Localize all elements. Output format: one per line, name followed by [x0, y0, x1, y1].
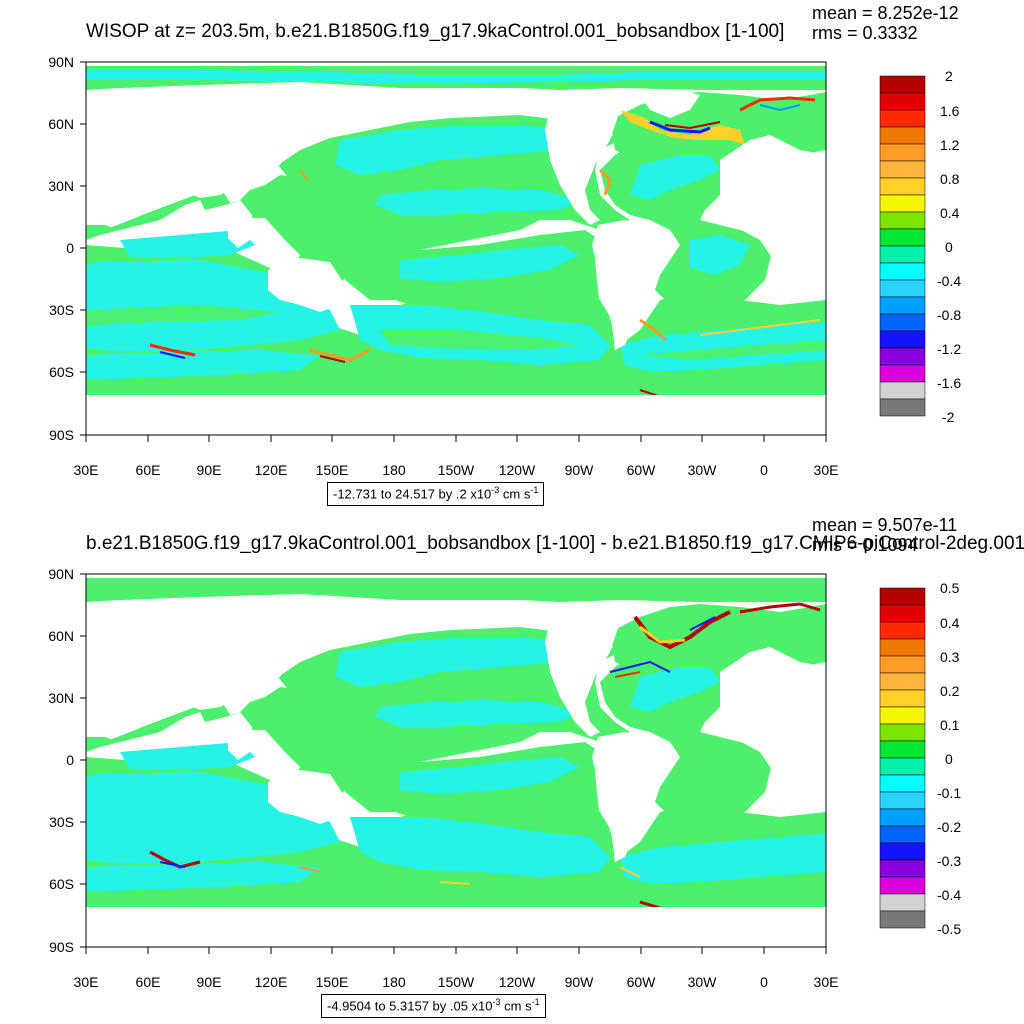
- lon-label: 30E: [813, 974, 839, 990]
- lat-label-eq: 0: [66, 752, 74, 768]
- lon-label: 150E: [315, 462, 349, 478]
- colorbar-bottom: [879, 587, 926, 929]
- lon-label: 180: [382, 974, 406, 990]
- map-plot-bottom: [80, 573, 926, 954]
- colorbar-label: -1.6: [937, 375, 962, 391]
- colorbar-label: -0.8: [937, 307, 962, 323]
- lon-label: 150E: [315, 974, 349, 990]
- colorbar-label: 0.4: [940, 205, 960, 221]
- colorbar-label: 0: [945, 239, 953, 255]
- lon-label: 120E: [254, 974, 288, 990]
- colorbar-label: -0.2: [937, 819, 962, 835]
- contour-info-box: -4.9504 to 5.3157 by .05 x10-3 cm s-1: [321, 994, 546, 1018]
- lon-label: 0: [760, 462, 768, 478]
- lat-label-60s: 60S: [49, 364, 74, 380]
- colorbar-label: -0.1: [937, 785, 962, 801]
- colorbar-label: -1.2: [937, 341, 962, 357]
- lon-label: 90W: [564, 462, 594, 478]
- colorbar-label: 1.2: [940, 137, 960, 153]
- rms-stat: rms = 0.3332: [812, 23, 918, 43]
- info-range: -12.731 to 24.517 by .2 x10: [333, 486, 492, 502]
- info-exp: -3: [491, 485, 500, 495]
- lat-label-30n: 30N: [48, 690, 74, 706]
- lon-label: 60W: [626, 462, 656, 478]
- colorbar-label: -0.4: [937, 273, 962, 289]
- mean-stat: mean = 8.252e-12: [812, 3, 959, 23]
- lat-label-90s: 90S: [49, 427, 74, 443]
- info-exp: -3: [492, 997, 501, 1007]
- map-plot-top: [80, 61, 926, 442]
- colorbar-label: -0.4: [937, 887, 962, 903]
- info-range: -4.9504 to 5.3157 by .05 x10: [327, 998, 493, 1014]
- land-masses: [86, 90, 826, 435]
- colorbar-label: 0.2: [940, 683, 960, 699]
- lon-label: 30W: [687, 974, 717, 990]
- land-masses: [86, 602, 826, 947]
- lat-label-60s: 60S: [49, 876, 74, 892]
- lon-label: 30E: [73, 462, 99, 478]
- colorbar-label: 0.8: [940, 171, 960, 187]
- lon-label: 180: [382, 462, 406, 478]
- map-panel-top: WISOP at z= 203.5m, b.e21.B1850G.f19_g17…: [48, 3, 962, 506]
- colorbar-label: 0.4: [940, 615, 960, 631]
- lon-label: 30W: [687, 462, 717, 478]
- colorbar-label: 0.3: [940, 649, 960, 665]
- lon-label: 30E: [73, 974, 99, 990]
- colorbar-label: -0.5: [937, 921, 962, 937]
- colorbar-label: 0: [945, 751, 953, 767]
- colorbar-label: 0.5: [940, 580, 960, 596]
- lon-label: 120W: [498, 462, 536, 478]
- lon-label: 90E: [196, 462, 222, 478]
- lat-label-90s: 90S: [49, 939, 74, 955]
- info-unit: cm s: [500, 998, 532, 1014]
- lat-label-30n: 30N: [48, 178, 74, 194]
- lat-label-60n: 60N: [48, 116, 74, 132]
- lon-label: 90W: [564, 974, 594, 990]
- lat-label-90n: 90N: [48, 54, 74, 70]
- info-unit-exp: -1: [531, 997, 540, 1007]
- ocean-green-bands: [86, 305, 826, 360]
- lon-label: 60E: [135, 974, 161, 990]
- lon-label: 150W: [437, 462, 475, 478]
- axis-ticks: [80, 573, 827, 954]
- lon-label: 30E: [813, 462, 839, 478]
- contour-info-box: -12.731 to 24.517 by .2 x10-3 cm s-1: [327, 482, 545, 506]
- colorbar-label: 0.1: [940, 717, 960, 733]
- lat-label-90n: 90N: [48, 566, 74, 582]
- axis-ticks: [80, 61, 827, 442]
- lon-label: 60W: [626, 974, 656, 990]
- rms-stat: rms = 0.1094: [812, 535, 918, 555]
- colorbar-label: 2: [945, 68, 953, 84]
- lon-label: 120E: [254, 462, 288, 478]
- lon-label: 120W: [498, 974, 536, 990]
- colorbar-label: 1.6: [940, 103, 960, 119]
- lat-label-60n: 60N: [48, 628, 74, 644]
- lat-label-eq: 0: [66, 240, 74, 256]
- map-title: b.e21.B1850G.f19_g17.9kaControl.001_bobs…: [86, 533, 1024, 554]
- map-panel-bottom: b.e21.B1850G.f19_g17.9kaControl.001_bobs…: [0, 512, 1024, 1024]
- lon-label: 60E: [135, 462, 161, 478]
- info-unit: cm s: [499, 486, 531, 502]
- map-title: WISOP at z= 203.5m, b.e21.B1850G.f19_g17…: [86, 21, 785, 42]
- lon-label: 90E: [196, 974, 222, 990]
- lat-label-30s: 30S: [49, 814, 74, 830]
- lat-label-30s: 30S: [49, 302, 74, 318]
- mean-stat: mean = 9.507e-11: [812, 515, 958, 535]
- colorbar-label: -2: [942, 409, 955, 425]
- info-unit-exp: -1: [530, 485, 539, 495]
- lon-label: 0: [760, 974, 768, 990]
- colorbar-label: -0.3: [937, 853, 962, 869]
- colorbar-top: [879, 75, 926, 417]
- lon-label: 150W: [437, 974, 475, 990]
